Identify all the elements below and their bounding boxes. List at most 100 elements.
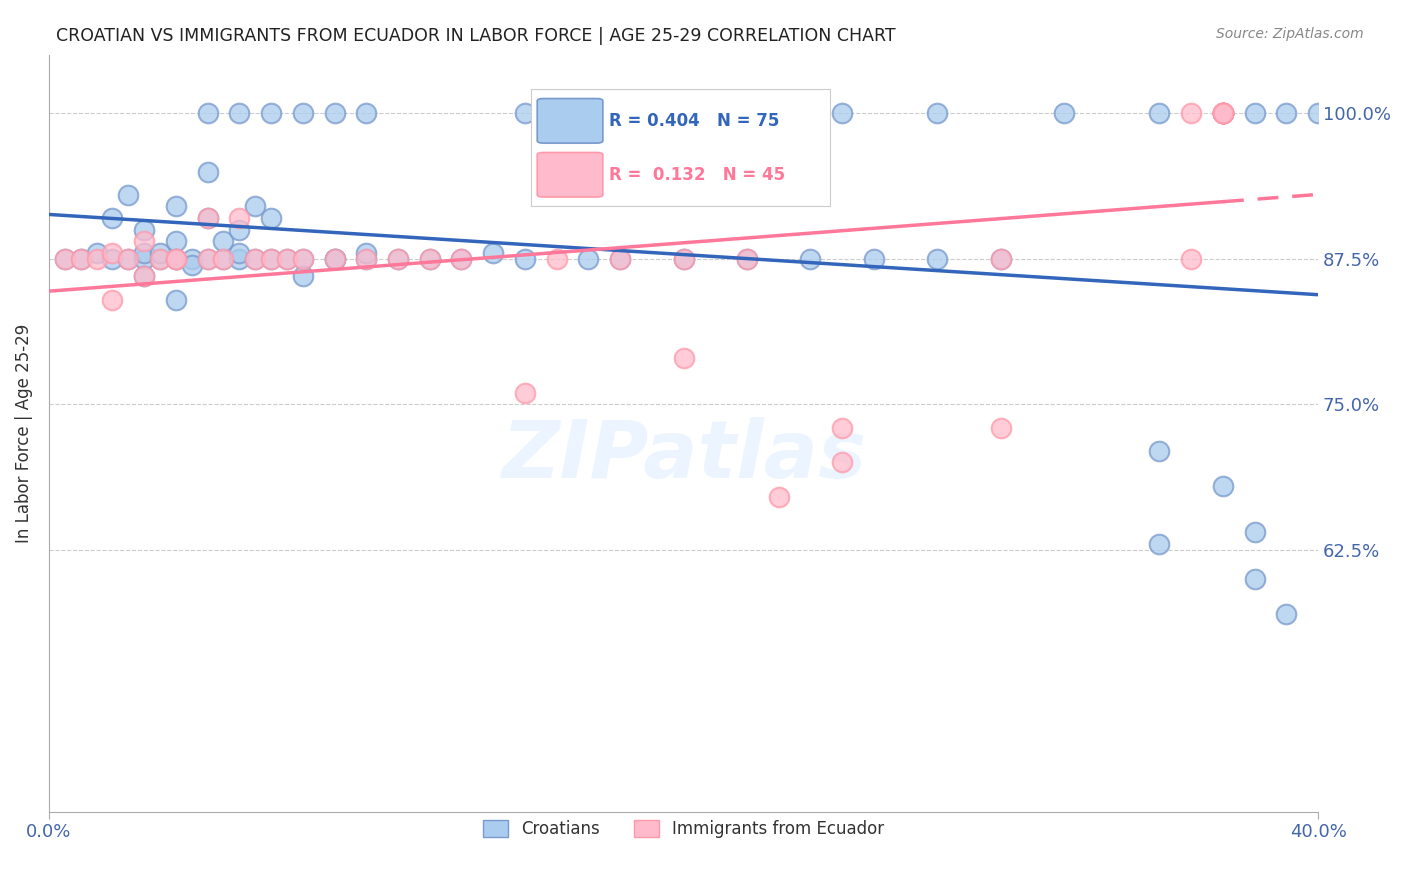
Point (768, 491, 790, 505)
Point (609, 252, 631, 266)
Point (101, 246, 124, 260)
Point (831, 106, 853, 120)
Point (799, 252, 821, 266)
Point (260, 252, 283, 266)
Point (1149, 443, 1171, 458)
Point (291, 252, 314, 266)
Point (260, 252, 283, 266)
Point (245, 252, 267, 266)
Point (609, 106, 631, 120)
Point (69, 252, 91, 266)
Point (1308, 106, 1330, 120)
Point (672, 252, 695, 266)
Point (1053, 106, 1076, 120)
Point (672, 106, 695, 120)
Point (1212, 106, 1234, 120)
Point (735, 252, 758, 266)
Point (165, 252, 187, 266)
Point (134, 269, 156, 284)
Point (165, 235, 187, 249)
Point (228, 222, 250, 236)
Point (197, 164, 219, 178)
Point (927, 252, 949, 266)
Point (86, 246, 108, 260)
Point (1212, 106, 1234, 120)
Point (228, 211, 250, 225)
Point (197, 252, 219, 266)
Point (513, 106, 536, 120)
Point (1212, 106, 1234, 120)
Point (1212, 478, 1234, 492)
Point (86, 252, 108, 266)
Point (1212, 106, 1234, 120)
Point (197, 211, 219, 225)
Point (134, 252, 156, 266)
Point (291, 269, 314, 284)
Point (1180, 106, 1202, 120)
Point (1212, 106, 1234, 120)
Point (245, 252, 267, 266)
Point (228, 106, 250, 120)
Point (117, 187, 139, 202)
Point (212, 235, 235, 249)
Point (450, 252, 472, 266)
Point (546, 252, 568, 266)
Point (260, 211, 283, 225)
Point (276, 252, 298, 266)
Point (1243, 106, 1265, 120)
Point (927, 106, 949, 120)
Point (1212, 106, 1234, 120)
Point (165, 252, 187, 266)
Point (101, 211, 124, 225)
Point (212, 252, 235, 266)
Point (69, 252, 91, 266)
Point (419, 252, 441, 266)
Point (228, 246, 250, 260)
Point (117, 252, 139, 266)
Legend: Croatians, Immigrants from Ecuador: Croatians, Immigrants from Ecuador (477, 814, 890, 845)
Point (134, 235, 156, 249)
Point (134, 246, 156, 260)
Text: Source: ZipAtlas.com: Source: ZipAtlas.com (1216, 27, 1364, 41)
Point (323, 252, 346, 266)
Point (1212, 106, 1234, 120)
Point (291, 252, 314, 266)
Point (197, 252, 219, 266)
Point (1149, 106, 1171, 120)
Point (165, 293, 187, 307)
Point (831, 420, 853, 434)
Point (212, 252, 235, 266)
Point (276, 252, 298, 266)
Point (165, 252, 187, 266)
Point (323, 252, 346, 266)
Point (672, 252, 695, 266)
Point (1180, 252, 1202, 266)
Point (356, 246, 378, 260)
Point (831, 455, 853, 469)
Point (134, 222, 156, 236)
Point (101, 252, 124, 266)
Point (117, 252, 139, 266)
Point (180, 252, 202, 266)
Y-axis label: In Labor Force | Age 25-29: In Labor Force | Age 25-29 (15, 324, 32, 543)
Point (672, 351, 695, 365)
Point (1212, 106, 1234, 120)
Point (165, 252, 187, 266)
Point (1212, 106, 1234, 120)
Point (990, 252, 1012, 266)
Point (356, 252, 378, 266)
Point (149, 246, 172, 260)
Point (863, 252, 886, 266)
Point (735, 252, 758, 266)
Point (450, 252, 472, 266)
Point (197, 211, 219, 225)
Text: CROATIAN VS IMMIGRANTS FROM ECUADOR IN LABOR FORCE | AGE 25-29 CORRELATION CHART: CROATIAN VS IMMIGRANTS FROM ECUADOR IN L… (56, 27, 896, 45)
Point (387, 252, 409, 266)
Point (513, 385, 536, 400)
Point (291, 106, 314, 120)
Point (482, 246, 505, 260)
Point (53, 252, 76, 266)
Point (165, 199, 187, 213)
Point (576, 252, 599, 266)
Point (356, 106, 378, 120)
